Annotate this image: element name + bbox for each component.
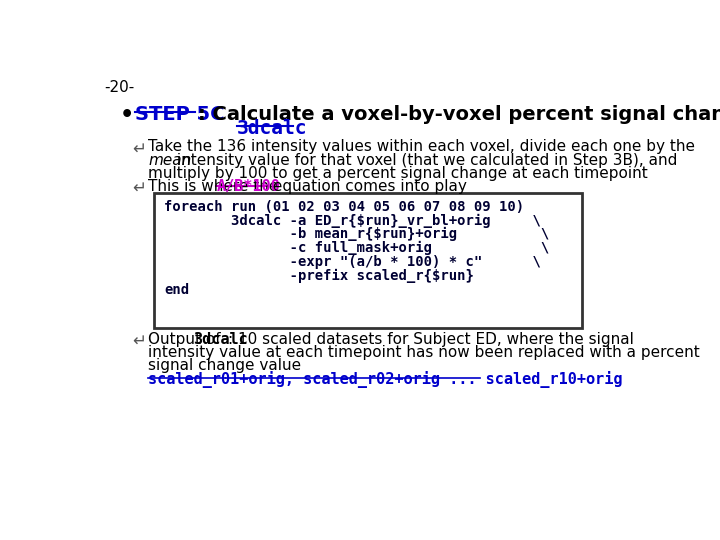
Text: STEP 5C: STEP 5C [135,105,225,124]
Text: 3dcalc -a ED_r{$run}_vr_bl+orig     \: 3dcalc -a ED_r{$run}_vr_bl+orig \ [164,213,541,227]
Text: 3dcalc: 3dcalc [193,332,248,347]
Text: This is where the: This is where the [148,179,284,194]
Text: end: end [164,283,189,296]
Text: -expr "(a/b * 100) * c"      \: -expr "(a/b * 100) * c" \ [164,255,541,269]
FancyBboxPatch shape [153,193,582,328]
Text: -20-: -20- [104,80,134,95]
Text: : 10 scaled datasets for Subject ED, where the signal: : 10 scaled datasets for Subject ED, whe… [228,332,634,347]
Text: Take the 136 intensity values within each voxel, divide each one by the: Take the 136 intensity values within eac… [148,139,695,154]
Text: 3dcalc: 3dcalc [238,119,307,138]
Text: intensity value at each timepoint has now been replaced with a percent: intensity value at each timepoint has no… [148,345,700,360]
Text: multiply by 100 to get a percent signal change at each timepoint: multiply by 100 to get a percent signal … [148,166,648,181]
Text: : Calculate a voxel-by-voxel percent signal change with: : Calculate a voxel-by-voxel percent sig… [199,105,720,124]
Text: signal change value: signal change value [148,358,301,373]
Text: Output of: Output of [148,332,225,347]
Text: -c full_mask+orig             \: -c full_mask+orig \ [164,241,549,255]
Text: mean: mean [148,153,192,167]
Text: -b mean_r{$run}+orig          \: -b mean_r{$run}+orig \ [164,227,549,241]
Text: •: • [120,105,134,125]
Text: ↵: ↵ [132,179,146,197]
Text: ↵: ↵ [132,139,146,158]
Text: intensity value for that voxel (that we calculated in Step 3B), and: intensity value for that voxel (that we … [172,153,678,167]
Text: scaled_r01+orig, scaled_r02+orig ... scaled_r10+orig: scaled_r01+orig, scaled_r02+orig ... sca… [148,372,623,388]
Text: A/B*100: A/B*100 [216,179,280,194]
Text: ↵: ↵ [132,332,146,350]
Text: -prefix scaled_r{$run}: -prefix scaled_r{$run} [164,269,474,283]
Text: equation comes into play: equation comes into play [269,179,467,194]
Text: foreach run (01 02 03 04 05 06 07 08 09 10): foreach run (01 02 03 04 05 06 07 08 09 … [164,200,525,213]
